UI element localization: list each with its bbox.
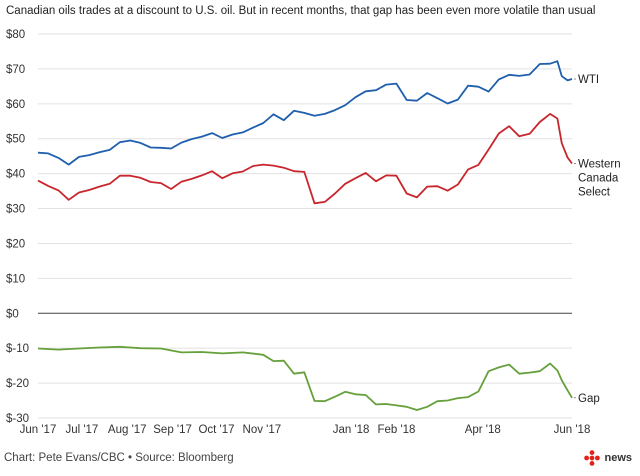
x-tick-label: Feb '18	[377, 424, 415, 436]
series-line-wti	[37, 60, 573, 166]
cbc-gem-icon	[584, 450, 601, 466]
x-tick-label: Jun '18	[554, 424, 591, 436]
y-tick-label: $-30	[6, 413, 29, 425]
y-tick-label: $10	[6, 273, 25, 285]
series-layer	[37, 60, 573, 411]
chart-title: Canadian oils trades at a discount to U.…	[6, 5, 596, 17]
y-tick-label: $80	[6, 29, 25, 41]
x-tick-label: Jan '18	[333, 424, 370, 436]
x-tick-label: Jul '17	[65, 424, 98, 436]
y-tick-label: $30	[6, 204, 25, 216]
x-tick-label: Oct '17	[198, 424, 234, 436]
y-tick-label: $20	[6, 238, 25, 250]
series-label-gap: Gap	[578, 393, 600, 405]
x-tick-label: Nov '17	[243, 424, 282, 436]
x-axis: Jun '17 Jul '17 Aug '17 Sep '17 Oct '17 Nov '…	[20, 424, 591, 436]
x-tick-label: Jun '17	[20, 424, 57, 436]
y-axis: $80 $70 $60 $50 $40 $30 $20 $10 $0 $-10 $-20 $-30	[6, 29, 29, 425]
series-labels: WTI Western Canada Select Gap	[574, 74, 621, 405]
series-line-gap	[37, 345, 573, 411]
x-tick-label: Aug '17	[108, 424, 147, 436]
x-tick-label: Sep '17	[153, 424, 192, 436]
chart-credit: Chart: Pete Evans/CBC • Source: Bloomber…	[4, 452, 234, 464]
line-chart: $80 $70 $60 $50 $40 $30 $20 $10 $0 $-10 $-20 $-30 J…	[6, 29, 621, 436]
x-tick-label: Apr '18	[465, 424, 501, 436]
series-label-western-canada-select: Western Canada Select	[578, 159, 621, 199]
y-tick-label: $40	[6, 169, 25, 181]
y-tick-label: $0	[6, 308, 19, 320]
series-line-western-canada-select	[37, 113, 573, 205]
y-tick-label: $-10	[6, 343, 29, 355]
y-tick-label: $50	[6, 134, 25, 146]
series-label-wti: WTI	[578, 74, 599, 86]
y-tick-label: $70	[6, 64, 25, 76]
y-tick-label: $-20	[6, 378, 29, 390]
logo-text: news	[604, 452, 632, 464]
cbc-news-logo[interactable]: news	[584, 450, 632, 466]
grid-layer	[38, 33, 572, 419]
y-tick-label: $60	[6, 99, 25, 111]
